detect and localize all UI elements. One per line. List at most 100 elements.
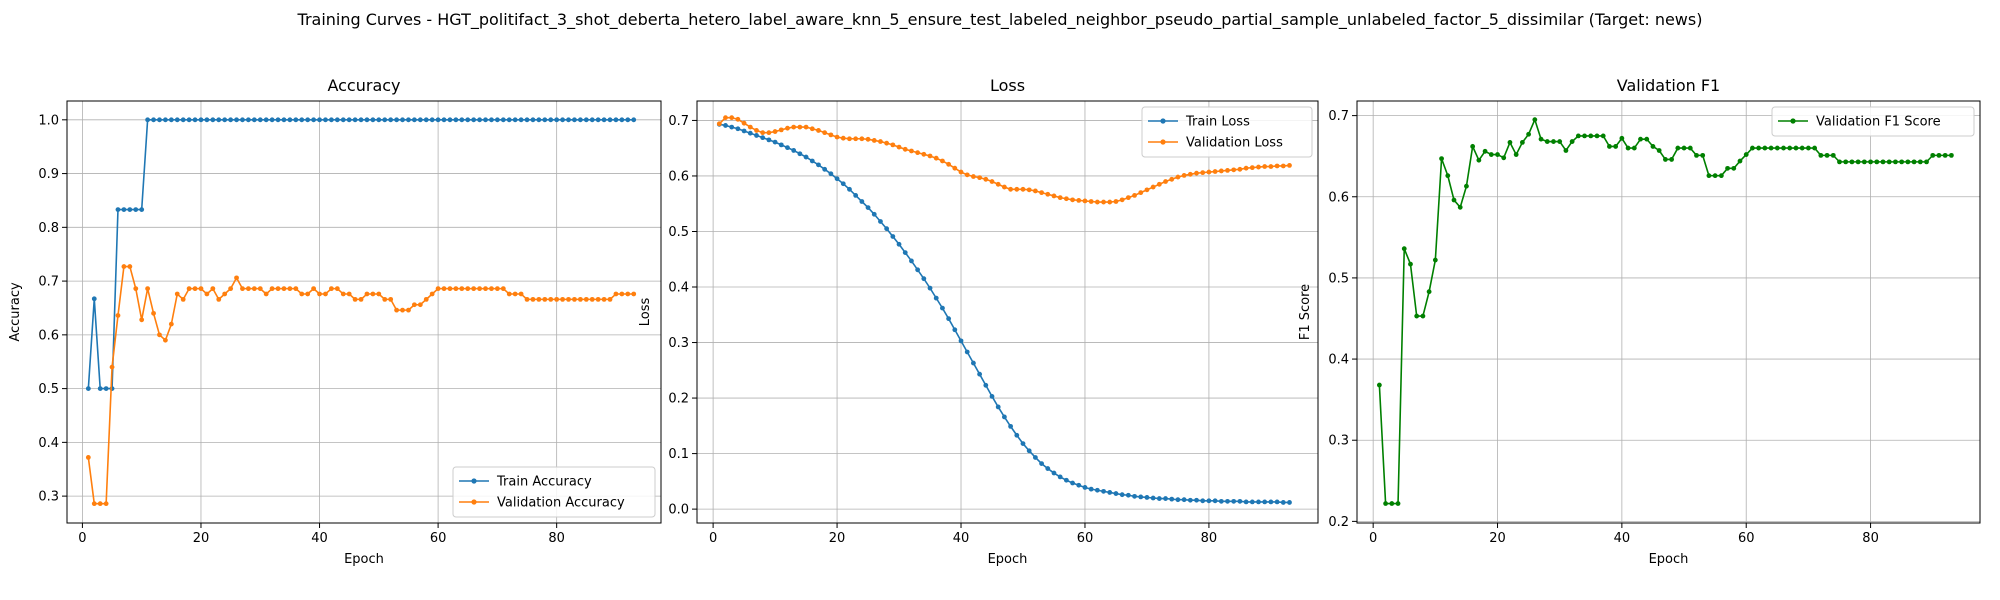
series-point: [1057, 195, 1063, 201]
series-point: [977, 175, 983, 181]
series-point: [210, 286, 216, 292]
series-point: [735, 126, 741, 132]
series-point: [601, 117, 607, 123]
series-point: [1150, 184, 1156, 190]
series-point: [890, 142, 896, 148]
series-point: [1675, 145, 1681, 151]
y-tick-label: 0.7: [1328, 109, 1349, 124]
series-point: [1837, 159, 1842, 165]
series-point: [382, 296, 388, 302]
series-point: [940, 305, 945, 311]
series-point: [376, 291, 382, 297]
series-point: [1249, 499, 1255, 505]
series-point: [595, 117, 601, 123]
y-axis-label: Accuracy: [8, 282, 23, 342]
series-point: [741, 120, 747, 126]
series-point: [958, 338, 964, 344]
series-point: [417, 302, 423, 308]
series-point: [619, 117, 625, 123]
series-point: [1513, 152, 1519, 157]
series-point: [1656, 148, 1662, 153]
series-point: [1681, 145, 1687, 151]
series-point: [317, 117, 322, 123]
series-point: [566, 117, 571, 123]
series-point: [1051, 470, 1057, 476]
series-point: [127, 207, 133, 212]
series-point: [723, 123, 728, 128]
legend-box: [1141, 106, 1313, 158]
series-point: [1187, 497, 1193, 503]
series-point: [1070, 480, 1075, 486]
series-point: [500, 117, 506, 123]
legend-label: Validation Accuracy: [497, 496, 625, 511]
series-point: [1526, 131, 1531, 137]
series-point: [1200, 498, 1206, 504]
chart-panel-3: 0 20 40 60 80 0.2 0.3 0.4 0.5 0.6 0.7 Validation F1…: [1298, 76, 1981, 567]
series-point: [631, 117, 637, 123]
legend-label: Train Loss: [1185, 115, 1250, 130]
chart-title: Accuracy: [327, 76, 400, 95]
series-point: [1830, 152, 1836, 158]
series-point: [329, 117, 334, 123]
series-point: [388, 117, 394, 123]
series-point: [198, 286, 204, 292]
series-point: [865, 205, 871, 211]
series-point: [1032, 188, 1038, 194]
series-point: [1650, 144, 1656, 149]
series-point: [1519, 139, 1525, 145]
series-point: [716, 121, 722, 127]
legend-swatch-marker: [471, 478, 477, 484]
x-tick-label: 0: [78, 531, 86, 546]
series-point: [1451, 197, 1457, 203]
series-point: [500, 286, 506, 292]
series-point: [441, 117, 447, 123]
series-point: [625, 117, 631, 123]
series-point: [619, 291, 625, 297]
series-point: [447, 117, 453, 123]
series-point: [263, 117, 269, 123]
x-axis-label: Epoch: [988, 552, 1028, 567]
series-point: [1181, 497, 1187, 503]
series-point: [429, 291, 435, 297]
series-point: [494, 286, 500, 292]
series-point: [1544, 139, 1550, 144]
series-point: [305, 117, 311, 123]
series-point: [791, 124, 797, 130]
series-point: [299, 291, 305, 297]
series-point: [1613, 144, 1619, 149]
series-point: [1101, 488, 1106, 494]
series-point: [971, 174, 976, 179]
series-point: [163, 337, 168, 343]
legend-swatch-marker: [471, 499, 477, 505]
series-point: [747, 130, 753, 136]
y-tick-label: 0.2: [1328, 515, 1349, 530]
x-tick-label: 20: [1489, 531, 1506, 546]
series-point: [251, 286, 257, 292]
series-point: [1082, 198, 1088, 204]
x-tick-label: 80: [548, 531, 565, 546]
axes-frame: [1356, 100, 1981, 524]
series-point: [1439, 156, 1444, 162]
series-point: [760, 135, 766, 141]
series-point: [1212, 169, 1218, 174]
series-point: [577, 117, 583, 123]
series-point: [352, 117, 358, 123]
series-point: [1743, 152, 1749, 157]
series-point: [1002, 184, 1007, 190]
series-point: [512, 291, 518, 297]
series-point: [735, 116, 741, 122]
series-point: [1169, 496, 1175, 502]
series-point: [1014, 432, 1020, 438]
series-point: [269, 286, 275, 292]
series-point: [376, 117, 382, 123]
series-point: [1880, 159, 1886, 165]
series-point: [560, 117, 565, 123]
series-point: [1495, 152, 1500, 157]
y-tick-label: 0.5: [668, 225, 689, 240]
series-point: [1843, 159, 1849, 165]
series-point: [370, 117, 376, 123]
series-point: [1243, 165, 1249, 171]
x-axis-label: Epoch: [1649, 552, 1689, 567]
series-point: [1638, 136, 1643, 142]
series-point: [834, 176, 840, 182]
